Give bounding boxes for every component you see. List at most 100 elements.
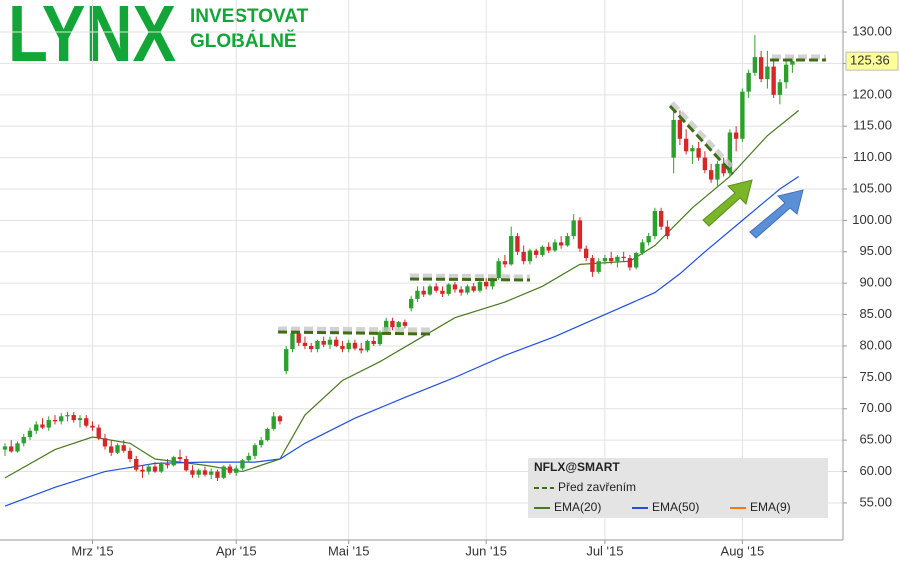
candle-body [446, 284, 451, 294]
candle-body [727, 132, 733, 174]
candle-body [502, 261, 508, 265]
candle-body [327, 339, 333, 345]
candle-body [721, 163, 726, 174]
candle-body [608, 258, 614, 262]
candle-body [9, 446, 14, 452]
y-tick-label: 110.00 [853, 149, 892, 164]
candle-body [690, 148, 695, 152]
candle-body [152, 466, 158, 472]
candle-body [46, 420, 51, 428]
candles [2, 35, 795, 481]
candle-body [352, 342, 358, 349]
candle-body [458, 289, 464, 293]
candle-body [452, 284, 458, 290]
logo-line: GLOBÁLNĚ [190, 30, 297, 52]
candle-body [184, 459, 189, 471]
candle-body [471, 286, 476, 291]
y-tick-label: 95.00 [859, 243, 892, 258]
legend: NFLX@SMART Před zavřením EMA(20) EMA(50) E… [528, 458, 828, 518]
candle-body [246, 455, 251, 461]
candle-body [677, 119, 683, 139]
axis-labels: 55.00 60.00 65.00 70.00 75.00 80.00 85.00 90.00… [71, 23, 899, 558]
candle-body [196, 470, 201, 475]
legend-symbol: NFLX@SMART [534, 460, 620, 474]
candle-body [415, 290, 420, 299]
candle-body [483, 281, 489, 287]
legend-items: EMA(20) EMA(50) EMA(9) [534, 500, 791, 514]
candle-body [565, 236, 570, 246]
candle-body [496, 261, 501, 279]
candle-body [646, 236, 651, 243]
candle-body [633, 253, 639, 268]
candle-body [159, 464, 164, 472]
candle-body [596, 261, 601, 272]
candle-body [621, 256, 626, 259]
candle-body [696, 148, 701, 158]
candle-body [127, 450, 133, 459]
candle-body [346, 342, 351, 350]
candle-body [21, 437, 26, 444]
candle-body [59, 416, 64, 422]
candle-body [790, 61, 795, 65]
candle-body [777, 82, 783, 95]
candle-body [234, 468, 239, 473]
candle-body [515, 236, 520, 252]
candle-body [490, 278, 495, 287]
candle-body [371, 340, 376, 345]
logo-line: INVESTOVAT [190, 6, 309, 27]
candle-body [221, 466, 226, 478]
last-price-label: 125.36 [850, 53, 890, 68]
grid [0, 0, 843, 540]
candle-body [34, 424, 39, 431]
candle-body [77, 418, 83, 421]
candle-body [665, 226, 670, 237]
candle-body [90, 425, 95, 428]
candle-body [640, 242, 645, 254]
candle-body [40, 424, 45, 428]
candle-body [758, 57, 764, 80]
candle-body [240, 460, 245, 469]
candle-body [140, 469, 145, 472]
indicator-line [4, 110, 800, 479]
legend-label: EMA(9) [750, 500, 791, 514]
candle-body [146, 466, 151, 472]
candle-body [396, 322, 401, 328]
candle-body [384, 320, 389, 333]
candle-body [740, 91, 745, 139]
candle-body [290, 333, 295, 350]
candle-body [15, 443, 20, 452]
candle-body [265, 428, 270, 441]
candle-body [202, 470, 208, 475]
y-tick-label: 85.00 [859, 306, 892, 321]
y-tick-label: 90.00 [859, 275, 892, 290]
candle-body [552, 242, 558, 251]
y-tick-label: 60.00 [859, 463, 892, 478]
candle-body [134, 459, 139, 470]
candle-body [109, 446, 114, 453]
candle-body [271, 416, 276, 429]
candle-body [359, 348, 364, 351]
y-tick-label: 100.00 [852, 212, 892, 227]
candle-body [590, 258, 595, 272]
candle-body [409, 298, 414, 309]
candle-body [190, 470, 195, 475]
candle-body [527, 250, 533, 262]
y-tick-label: 75.00 [859, 369, 892, 384]
y-tick-label: 80.00 [859, 337, 892, 352]
y-tick-label: 115.00 [853, 118, 892, 133]
candle-body [259, 440, 264, 446]
candle-body [427, 286, 433, 295]
candle-body [171, 457, 176, 466]
candle-body [477, 281, 483, 291]
candle-body [540, 246, 545, 255]
y-tick-label: 55.00 [859, 494, 892, 509]
x-tick-label: Mai '15 [328, 543, 370, 558]
x-tick-label: Aug '15 [721, 543, 765, 558]
candle-body [402, 322, 408, 326]
legend-box [528, 458, 828, 518]
candle-body [84, 418, 89, 426]
candle-body [377, 332, 383, 345]
last-price-box [845, 51, 899, 71]
y-tick-label: 65.00 [859, 432, 892, 447]
